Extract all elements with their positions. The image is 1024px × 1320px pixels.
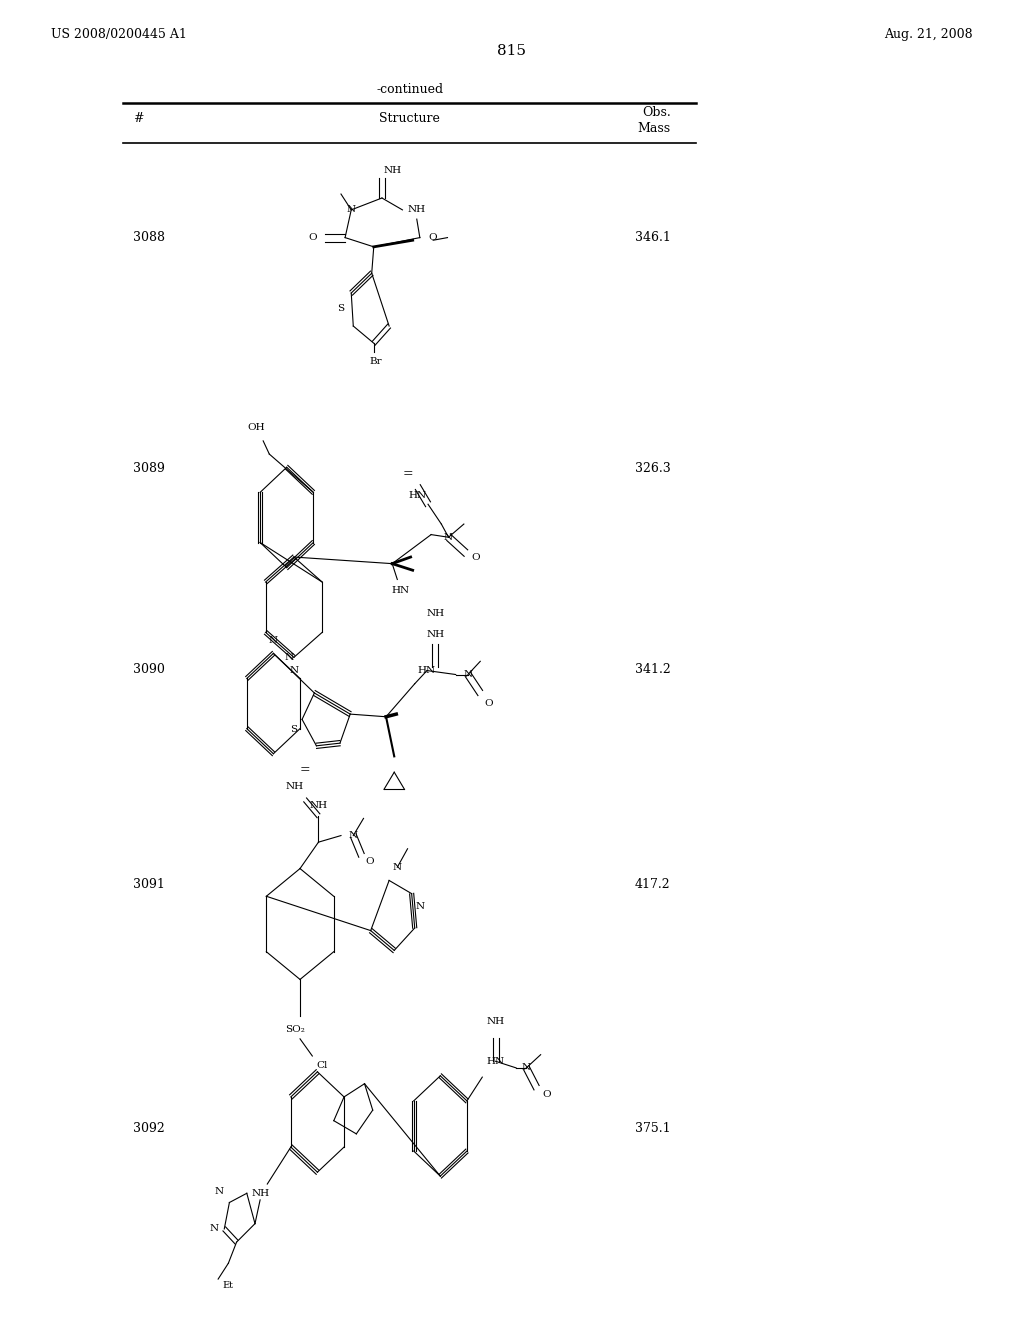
Text: Cl: Cl <box>316 1061 329 1069</box>
Text: Obs.: Obs. <box>642 106 671 119</box>
Text: Aug. 21, 2008: Aug. 21, 2008 <box>884 28 973 41</box>
Text: N: N <box>416 903 424 911</box>
Text: 417.2: 417.2 <box>635 878 671 891</box>
Text: SO₂: SO₂ <box>285 1026 305 1034</box>
Text: N: N <box>522 1064 530 1072</box>
Text: =: = <box>402 467 413 480</box>
Text: Br: Br <box>370 358 382 366</box>
Text: HN: HN <box>418 667 436 675</box>
Text: O: O <box>472 553 480 561</box>
Text: 815: 815 <box>498 45 526 58</box>
Text: O: O <box>543 1090 551 1098</box>
Text: N: N <box>285 653 293 661</box>
Text: -continued: -continued <box>376 83 443 96</box>
Text: #: # <box>133 112 143 125</box>
Text: N: N <box>269 636 278 644</box>
Text: N: N <box>464 671 472 678</box>
Text: NH: NH <box>286 783 304 791</box>
Text: N: N <box>290 667 298 675</box>
Text: N: N <box>393 863 401 871</box>
Text: N: N <box>444 533 453 541</box>
Text: Et: Et <box>223 1282 233 1290</box>
Text: N: N <box>347 206 355 214</box>
Text: US 2008/0200445 A1: US 2008/0200445 A1 <box>51 28 187 41</box>
Text: NH: NH <box>383 166 401 174</box>
Text: O: O <box>308 234 316 242</box>
Text: S: S <box>291 726 297 734</box>
Text: 341.2: 341.2 <box>635 663 671 676</box>
Text: NH: NH <box>426 631 444 639</box>
Text: 3092: 3092 <box>133 1122 165 1135</box>
Text: NH: NH <box>408 206 426 214</box>
Text: 375.1: 375.1 <box>635 1122 671 1135</box>
Text: Structure: Structure <box>379 112 440 125</box>
Text: OH: OH <box>247 424 265 432</box>
Text: S: S <box>338 305 344 313</box>
Text: O: O <box>484 700 493 708</box>
Text: HN: HN <box>409 491 427 499</box>
Text: O: O <box>429 234 437 242</box>
Text: NH: NH <box>426 610 444 618</box>
Text: HN: HN <box>391 586 410 594</box>
Text: N: N <box>349 832 357 840</box>
Text: N: N <box>210 1225 218 1233</box>
Text: 3088: 3088 <box>133 231 165 244</box>
Text: 3089: 3089 <box>133 462 165 475</box>
Text: O: O <box>366 858 374 866</box>
Text: HN: HN <box>486 1057 505 1065</box>
Text: 3091: 3091 <box>133 878 165 891</box>
Text: NH: NH <box>486 1018 505 1026</box>
Text: =: = <box>300 763 310 776</box>
Text: Mass: Mass <box>638 121 671 135</box>
Text: 346.1: 346.1 <box>635 231 671 244</box>
Text: 326.3: 326.3 <box>635 462 671 475</box>
Text: 3090: 3090 <box>133 663 165 676</box>
Text: N: N <box>215 1188 223 1196</box>
Text: NH: NH <box>251 1189 269 1197</box>
Text: NH: NH <box>309 801 328 809</box>
